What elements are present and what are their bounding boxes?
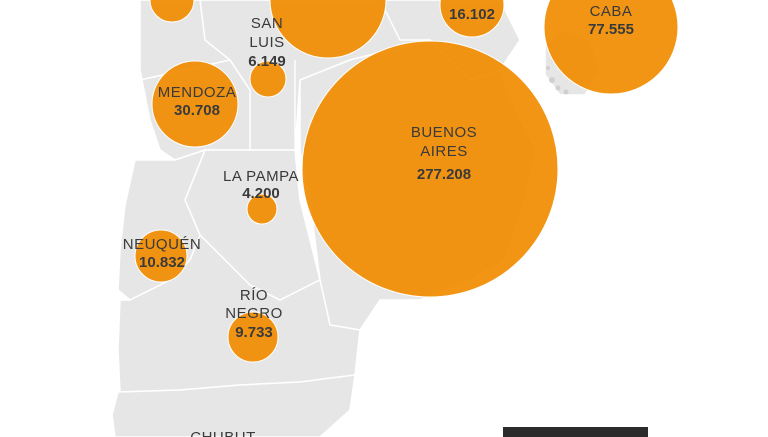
- label-buenos-aires-line2: AIRES: [420, 143, 468, 160]
- label-neuquen: NEUQUÉN: [123, 236, 202, 253]
- value-la-pampa: 4.200: [242, 185, 280, 202]
- value-buenos-aires: 277.208: [417, 166, 471, 183]
- bubble-caba: [543, 0, 679, 95]
- value-mendoza: 30.708: [174, 102, 220, 119]
- bubble-top-left: [149, 0, 195, 23]
- coast-dot-1: [549, 77, 555, 83]
- label-caba: CABA: [590, 3, 633, 20]
- coast-dot-3: [563, 89, 569, 95]
- value-santa-fe: 16.102: [449, 6, 495, 23]
- label-la-pampa: LA PAMPA: [223, 168, 299, 185]
- bubble-buenos-aires: [301, 40, 559, 298]
- value-san-luis: 6.149: [248, 53, 286, 70]
- label-chubut: CHUBUT: [190, 429, 256, 437]
- border-4: [379, 0, 430, 41]
- label-rio-negro-line1: RÍO: [240, 287, 268, 304]
- value-neuquen: 10.832: [139, 254, 185, 271]
- bubble-santa-fe: [439, 0, 505, 38]
- label-san-luis-line1: SAN: [251, 15, 283, 32]
- bubble-neuquen: [134, 229, 188, 283]
- bubble-mendoza: [151, 60, 239, 148]
- bubbles: [134, 0, 679, 363]
- bubble-rio-negro: [227, 311, 279, 363]
- label-mendoza: MENDOZA: [158, 84, 237, 101]
- label-rio-negro-line2: NEGRO: [225, 305, 283, 322]
- land-chubut: [111, 374, 356, 437]
- value-rio-negro: 9.733: [235, 324, 273, 341]
- label-buenos-aires-line1: BUENOS: [411, 124, 477, 141]
- coast-dot-2: [555, 85, 561, 91]
- label-san-luis-line2: LUIS: [249, 34, 284, 51]
- bubble-san-luis: [249, 60, 287, 98]
- coast-dot-4: [546, 66, 550, 70]
- labels: 16.102 CABA 77.555 SAN LUIS 6.149 MENDOZ…: [123, 3, 634, 437]
- corner-box: [503, 427, 648, 437]
- bubble-top-center: [269, 0, 387, 59]
- coast-detail: [546, 66, 569, 95]
- bubble-la-pampa: [246, 193, 278, 225]
- value-caba: 77.555: [588, 21, 634, 38]
